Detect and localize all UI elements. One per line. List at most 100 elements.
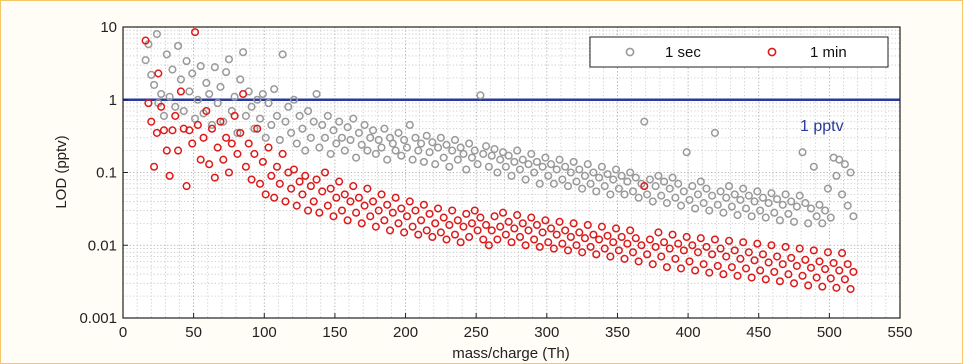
data-point — [804, 281, 813, 290]
data-point — [515, 165, 525, 174]
data-point — [674, 239, 683, 248]
data-point — [586, 179, 595, 188]
data-point — [467, 219, 476, 228]
data-point — [846, 168, 855, 177]
data-point — [323, 201, 332, 210]
data-point — [818, 282, 827, 291]
data-point — [304, 106, 313, 116]
data-point — [699, 199, 708, 208]
data-point — [563, 246, 573, 255]
data-point — [801, 255, 810, 264]
data-point — [708, 191, 717, 200]
data-point — [840, 160, 849, 169]
data-point — [369, 126, 378, 135]
data-point — [504, 217, 513, 226]
data-point — [332, 139, 341, 148]
data-point — [439, 153, 448, 162]
data-point — [309, 197, 318, 206]
data-point — [809, 246, 818, 255]
data-point — [236, 75, 245, 84]
data-point — [289, 165, 298, 174]
data-point — [535, 242, 544, 251]
data-point — [651, 242, 660, 251]
data-point — [583, 220, 592, 230]
data-point — [422, 131, 431, 140]
data-point — [603, 231, 612, 240]
y-tick-label: 0.01 — [88, 237, 117, 254]
data-point — [442, 235, 451, 244]
data-point — [589, 230, 598, 239]
data-point — [436, 228, 445, 237]
data-point — [840, 275, 849, 284]
data-point — [176, 75, 185, 84]
x-tick-label: 100 — [252, 324, 277, 341]
data-point — [428, 232, 437, 242]
data-point — [363, 184, 372, 193]
x-tick-label: 400 — [676, 324, 701, 341]
data-point — [343, 123, 352, 132]
data-point — [691, 204, 700, 213]
data-point — [798, 148, 807, 157]
data-point — [716, 187, 725, 196]
data-point — [479, 149, 488, 158]
data-point — [467, 153, 476, 162]
data-point — [346, 197, 355, 206]
data-point — [239, 48, 248, 57]
data-point — [744, 191, 753, 200]
data-point — [812, 212, 821, 221]
data-point — [493, 235, 502, 244]
data-point — [385, 226, 395, 235]
data-point — [555, 217, 564, 226]
data-point — [736, 254, 745, 263]
data-point — [804, 219, 813, 228]
data-point — [247, 175, 256, 184]
data-point — [182, 57, 191, 66]
data-point — [572, 177, 581, 186]
data-point — [648, 260, 657, 269]
data-point — [150, 162, 159, 171]
data-point — [309, 117, 318, 126]
data-point — [685, 195, 694, 204]
data-point — [815, 200, 824, 209]
data-point — [713, 200, 722, 209]
data-point — [838, 249, 847, 258]
data-point — [538, 228, 547, 237]
data-point — [482, 220, 491, 230]
data-point — [575, 165, 584, 174]
data-point — [835, 266, 844, 275]
data-point — [600, 244, 609, 253]
data-point — [193, 95, 202, 104]
data-point — [730, 190, 739, 199]
data-point — [165, 171, 174, 180]
series-1-sec — [141, 30, 858, 228]
data-point — [513, 146, 522, 155]
data-point — [809, 162, 818, 171]
data-point — [643, 250, 652, 259]
data-point — [758, 193, 768, 202]
data-point — [741, 264, 751, 273]
data-point — [702, 184, 711, 193]
x-tick-label: 350 — [605, 324, 630, 341]
data-point — [473, 226, 482, 235]
data-point — [239, 89, 248, 99]
data-point — [332, 193, 341, 202]
data-point — [487, 151, 496, 160]
data-point — [849, 212, 858, 221]
data-point — [558, 175, 567, 184]
data-point — [315, 143, 324, 152]
data-point — [456, 143, 465, 152]
data-point — [849, 267, 858, 276]
data-point — [414, 230, 423, 239]
data-point — [476, 91, 485, 100]
data-point — [335, 117, 344, 126]
data-point — [778, 260, 787, 269]
data-point — [210, 173, 219, 182]
data-point — [787, 253, 796, 262]
data-point — [787, 197, 796, 206]
data-point — [753, 187, 762, 196]
data-point — [366, 212, 375, 221]
data-point — [838, 190, 847, 199]
data-point — [374, 135, 383, 145]
data-point — [688, 182, 697, 191]
legend-marker-1-sec — [625, 47, 635, 57]
